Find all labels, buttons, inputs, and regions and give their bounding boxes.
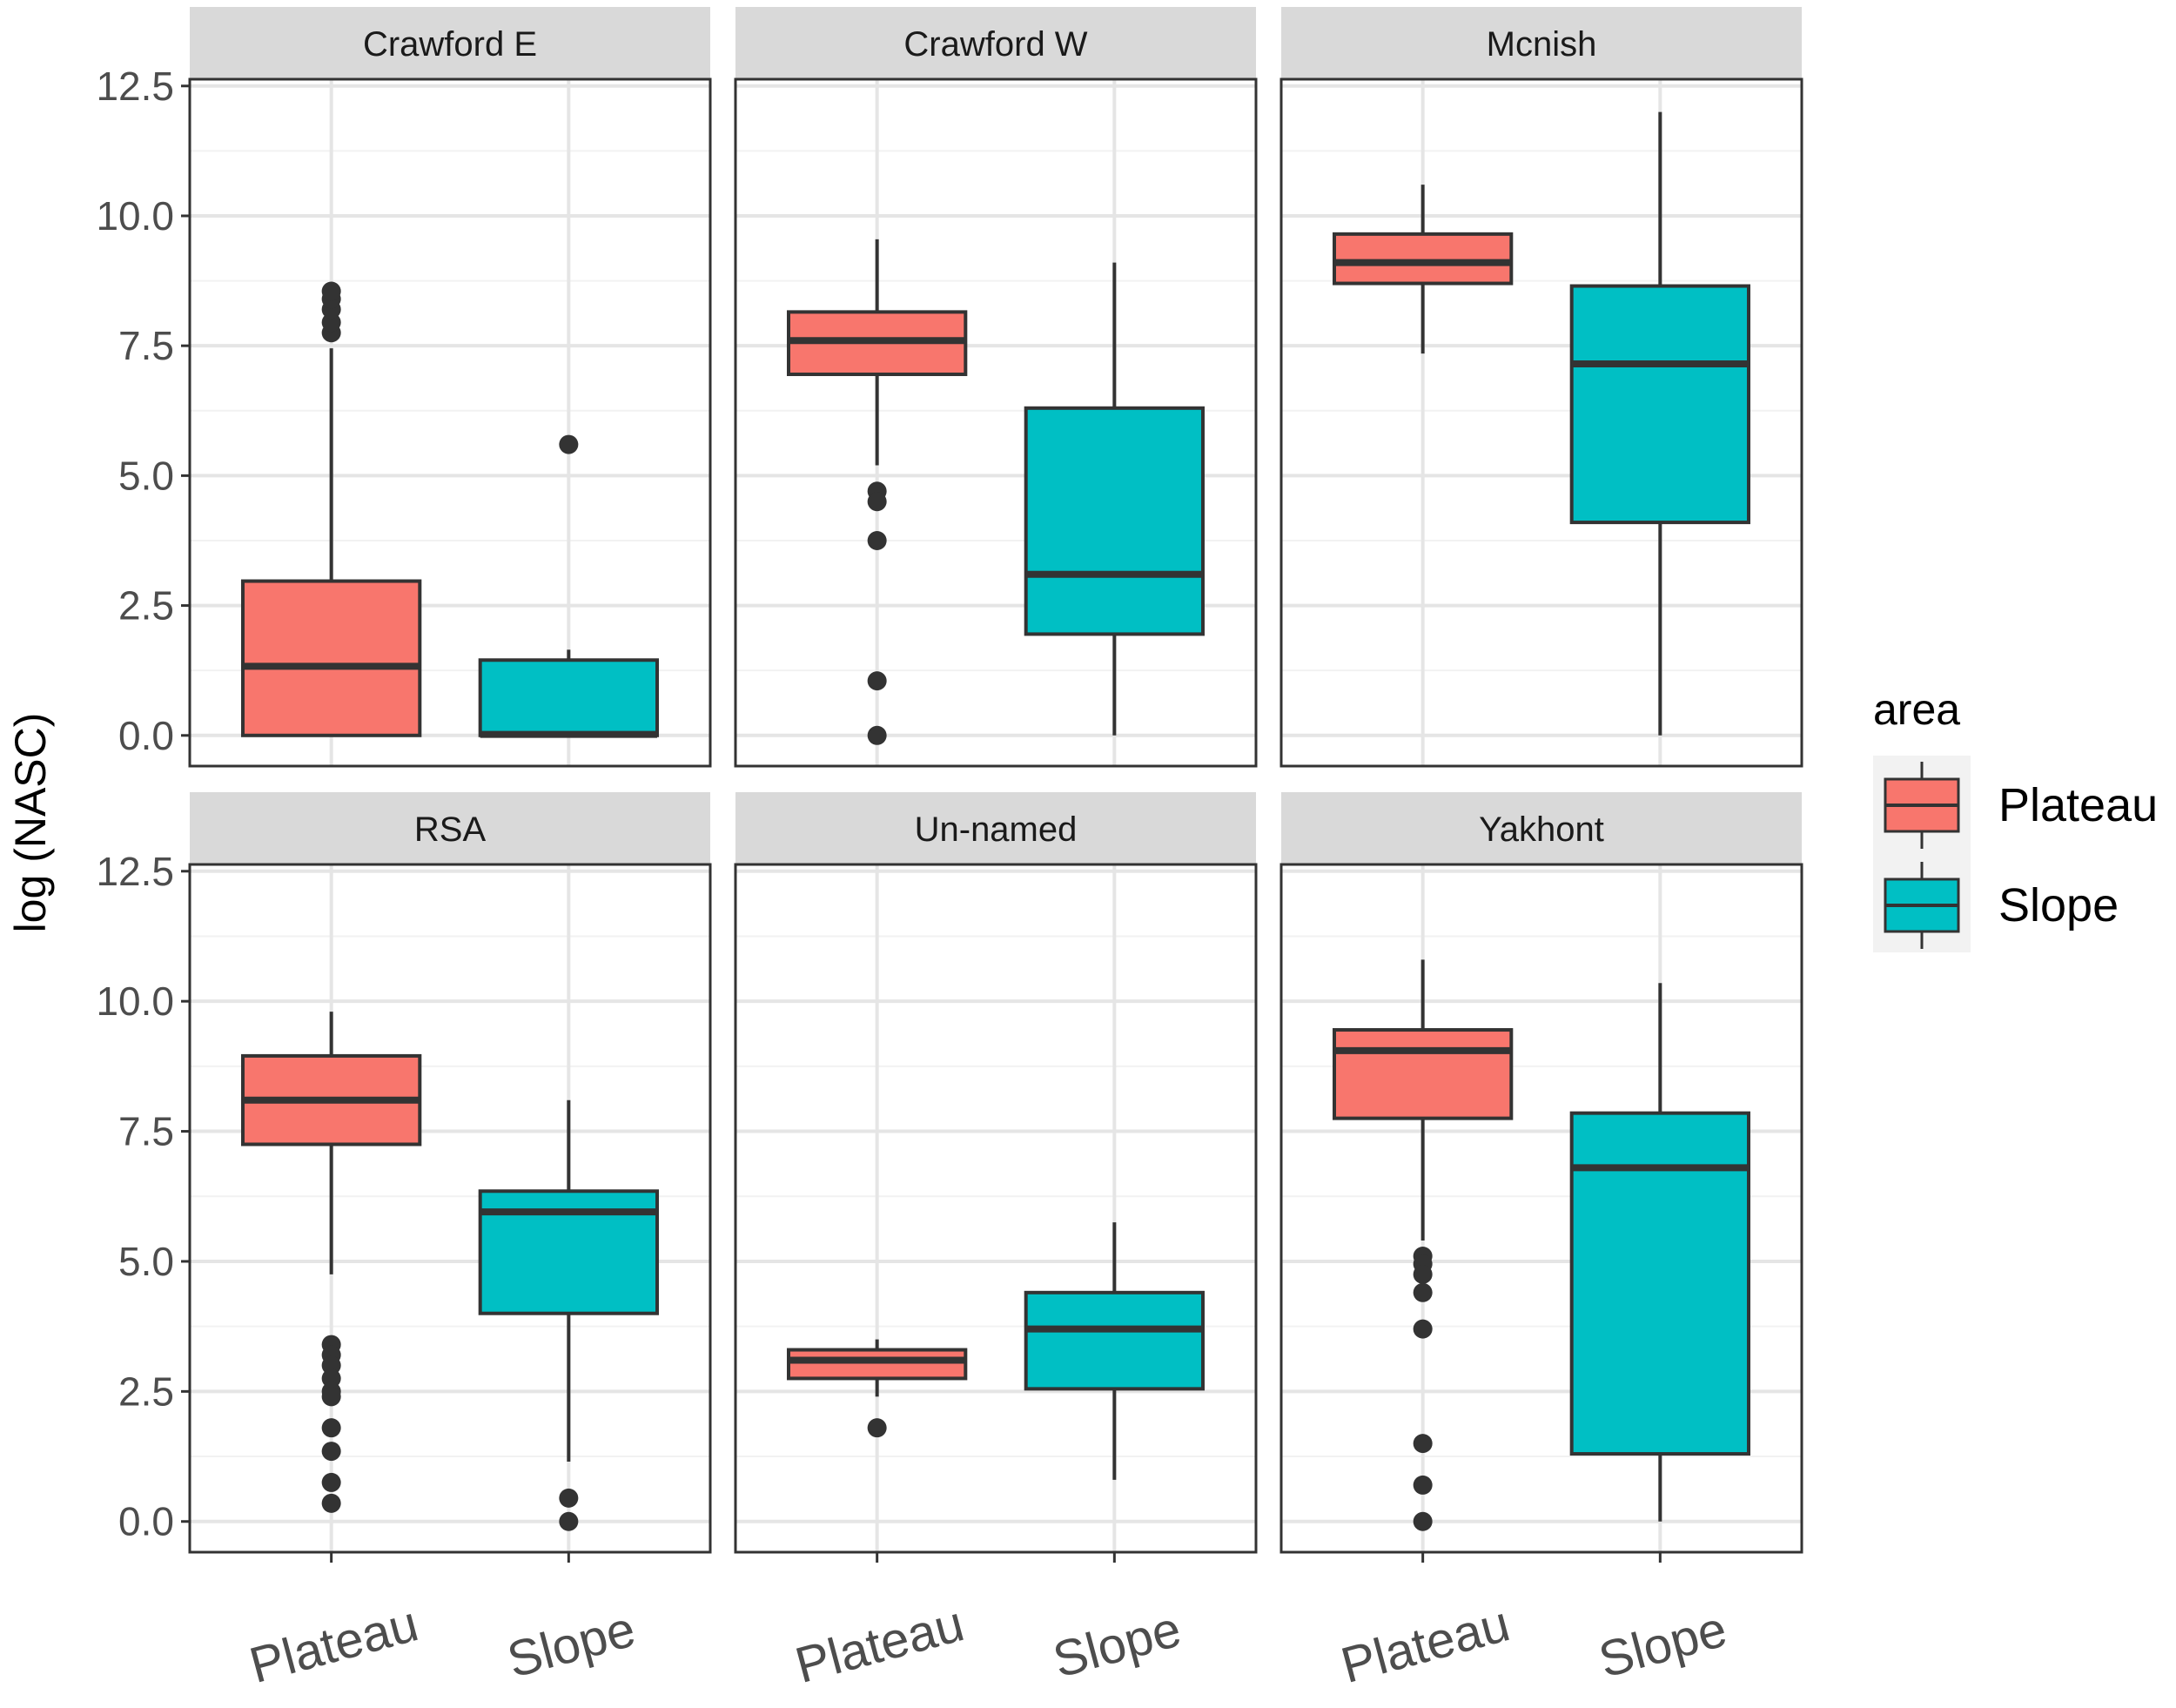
x-tick-label: Plateau [789, 1595, 970, 1694]
facet-strip [1281, 792, 1802, 864]
box-iqr [478, 658, 660, 737]
panel-border [1279, 77, 1803, 768]
y-tick-label: 7.5 [118, 323, 174, 368]
panel-yakhont: Yakhont Plateau Slope [1279, 792, 1803, 1694]
y-tick-label: 12.5 [96, 64, 174, 109]
box-plateau [1332, 959, 1514, 1531]
box-slope [478, 1099, 660, 1531]
panel-crawford-e: Crawford E 0.0 2.5 5.0 7.5 10.0 12.5 [96, 7, 712, 768]
box-iqr [786, 1348, 968, 1381]
outlier-point [559, 434, 579, 454]
facet-label: Crawford E [363, 25, 537, 64]
box-slope [1024, 1222, 1206, 1480]
panel-border [188, 863, 712, 1554]
y-axis-label: log (NASC) [6, 713, 55, 933]
outlier-point [1413, 1475, 1433, 1495]
panel-mcnish: Mcnish [1279, 7, 1803, 768]
facet-strip [735, 792, 1256, 864]
legend-title: area [1873, 685, 1960, 734]
outlier-point [559, 1488, 579, 1508]
outlier-point [867, 530, 887, 550]
outlier-point [1413, 1434, 1433, 1454]
box-iqr [1332, 1028, 1514, 1120]
box-plateau [240, 1012, 422, 1513]
legend: area Plateau Slope [1873, 685, 2158, 952]
panel-crawford-w: Crawford W [734, 7, 1258, 768]
x-tick-label: Plateau [1335, 1595, 1515, 1694]
box-iqr [240, 579, 422, 737]
facet-strip [190, 7, 710, 79]
box-plateau [240, 281, 422, 737]
y-tick-label: 7.5 [118, 1109, 174, 1154]
legend-entry-slope: Slope [1884, 862, 2119, 949]
outlier-point [321, 1472, 341, 1492]
panel-border [734, 863, 1258, 1554]
facet-strip [735, 7, 1256, 79]
panel-background [735, 864, 1256, 1552]
outlier-point [1413, 1319, 1433, 1339]
box-slope [1569, 983, 1751, 1522]
box-iqr [1569, 284, 1751, 525]
y-tick-label: 0.0 [118, 1499, 174, 1544]
legend-label: Plateau [1998, 779, 2158, 831]
x-tick-label: Slope [1593, 1601, 1732, 1689]
facet-label: RSA [414, 810, 487, 849]
y-tick-label: 0.0 [118, 713, 174, 758]
y-tick-label: 5.0 [118, 453, 174, 498]
panel-un-named: Un-named Plateau Slope [734, 792, 1258, 1694]
box-plateau [786, 1339, 968, 1438]
box-slope [1024, 262, 1206, 736]
facet-strip [1281, 7, 1802, 79]
legend-entry-plateau: Plateau [1884, 762, 2158, 849]
panel-rsa: RSA 0.0 2.5 5.0 7.5 10.0 12.5 Plateau Slope [96, 792, 712, 1694]
y-tick-label: 5.0 [118, 1239, 174, 1284]
y-tick-label: 2.5 [118, 1368, 174, 1414]
box-iqr [1024, 406, 1206, 636]
outlier-point [1413, 1282, 1433, 1302]
box-plateau [1332, 185, 1514, 354]
facet-label: Mcnish [1487, 25, 1597, 64]
box-iqr [1332, 232, 1514, 286]
outlier-point [321, 1387, 341, 1407]
panel-border [188, 77, 712, 768]
facet-label: Crawford W [903, 25, 1087, 64]
outlier-point [321, 1442, 341, 1462]
y-tick-label: 2.5 [118, 583, 174, 629]
box-slope [1569, 111, 1751, 736]
facet-strip [190, 792, 710, 864]
outlier-point [1413, 1264, 1433, 1284]
outlier-point [867, 671, 887, 691]
box-slope [478, 434, 660, 738]
y-tick-label: 10.0 [96, 193, 174, 239]
panel-border [734, 77, 1258, 768]
outlier-point [559, 1511, 579, 1531]
outlier-point [321, 1418, 341, 1438]
outlier-point [867, 492, 887, 512]
outlier-point [867, 1418, 887, 1438]
x-tick-label: Slope [1047, 1601, 1186, 1689]
y-tick-label: 12.5 [96, 849, 174, 894]
panel-border [1279, 863, 1803, 1554]
box-iqr [1569, 1111, 1751, 1456]
outlier-point [321, 281, 341, 301]
facet-label: Un-named [915, 810, 1078, 849]
outlier-point [1413, 1511, 1433, 1531]
box-plateau [786, 239, 968, 745]
legend-label: Slope [1998, 879, 2119, 931]
x-tick-label: Slope [501, 1601, 641, 1689]
outlier-point [321, 1493, 341, 1513]
x-tick-label: Plateau [244, 1595, 424, 1694]
box-iqr [1024, 1290, 1206, 1391]
facet-label: Yakhont [1479, 810, 1604, 849]
outlier-point [867, 725, 887, 745]
y-tick-label: 10.0 [96, 978, 174, 1024]
